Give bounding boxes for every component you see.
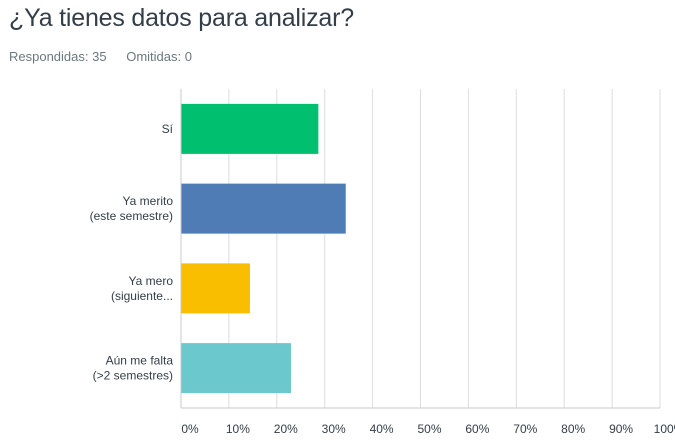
category-label: Sí bbox=[162, 122, 174, 136]
category-label-line: (siguiente... bbox=[111, 289, 173, 303]
x-tick-label: 10% bbox=[226, 422, 250, 436]
category-label-line: Aún me falta bbox=[106, 354, 174, 368]
category-label: Aún me falta (>2 semestres) bbox=[93, 354, 174, 383]
x-tick-label: 70% bbox=[513, 422, 537, 436]
x-tick-label: 60% bbox=[465, 422, 489, 436]
x-tick-label: 90% bbox=[609, 422, 633, 436]
x-tick-label: 30% bbox=[322, 422, 346, 436]
x-tick-label: 50% bbox=[417, 422, 441, 436]
category-label-line: Sí bbox=[162, 122, 174, 136]
category-label-line: Ya mero bbox=[129, 274, 174, 288]
bar bbox=[181, 343, 291, 394]
response-stats: Respondidas: 35 Omitidas: 0 bbox=[9, 49, 192, 64]
x-tick-label: 20% bbox=[274, 422, 298, 436]
bar bbox=[181, 183, 346, 234]
question-title: ¿Ya tienes datos para analizar? bbox=[9, 4, 354, 32]
gridlines bbox=[228, 89, 661, 408]
category-label: Ya merito (este semestre) bbox=[90, 194, 174, 223]
category-labels: Sí Ya merito (este semestre) Ya mero (siguie… bbox=[90, 122, 174, 383]
skipped-count: Omitidas: 0 bbox=[126, 49, 192, 64]
bars bbox=[181, 103, 346, 394]
x-tick-label: 80% bbox=[561, 422, 585, 436]
bar bbox=[181, 103, 319, 154]
x-tick-label: 0% bbox=[181, 422, 199, 436]
x-tick-label: 40% bbox=[370, 422, 394, 436]
category-label-line: (>2 semestres) bbox=[93, 369, 173, 383]
x-tick-labels: 0% 10% 20% 30% 40% 50% 60% 70% 80% 90% 100% bbox=[181, 422, 675, 436]
category-label: Ya mero (siguiente... bbox=[111, 274, 173, 303]
axes bbox=[180, 89, 660, 409]
category-label-line: (este semestre) bbox=[90, 209, 173, 223]
x-tick-label: 100% bbox=[654, 422, 675, 436]
category-label-line: Ya merito bbox=[123, 194, 174, 208]
answered-count: Respondidas: 35 bbox=[9, 49, 107, 64]
bar bbox=[181, 263, 250, 314]
